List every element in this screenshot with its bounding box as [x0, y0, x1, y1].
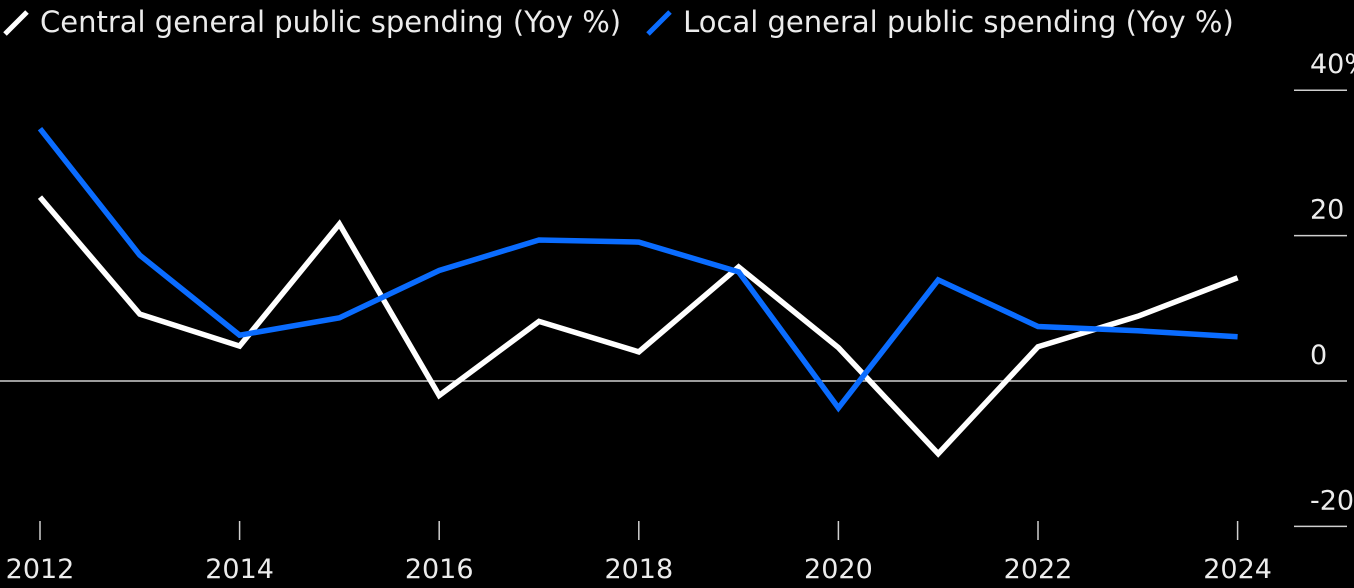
series-lines [37, 126, 1239, 458]
x-axis: 2012 2014 2016 2018 2020 2022 2024 [6, 521, 1272, 585]
y-tick-label: 0 [1310, 340, 1327, 371]
x-tick-label: 2014 [205, 554, 274, 585]
x-tick-label: 2012 [6, 554, 75, 585]
x-tick-label: 2020 [804, 554, 873, 585]
legend-item-central[interactable]: Central general public spending (Yoy %) [0, 5, 621, 39]
legend-swatch-local-icon [646, 10, 672, 36]
x-tick-label: 2024 [1203, 554, 1272, 585]
series-line-central [37, 195, 1239, 458]
series-line-local [37, 126, 1238, 413]
y-axis: 40% 20 0 -20 [0, 49, 1354, 528]
y-tick-label: 40% [1310, 49, 1354, 80]
legend: Central general public spending (Yoy %) … [0, 2, 1256, 42]
legend-label-central: Central general public spending (Yoy %) [40, 5, 622, 39]
x-tick-label: 2018 [604, 554, 673, 585]
legend-swatch-central-icon [3, 10, 29, 36]
y-tick-label: 20 [1310, 195, 1344, 226]
x-tick-label: 2016 [405, 554, 474, 585]
x-tick-label: 2022 [1004, 554, 1073, 585]
y-tick-label: -20 [1310, 485, 1354, 516]
legend-label-local: Local general public spending (Yoy %) [683, 5, 1234, 39]
legend-item-local[interactable]: Local general public spending (Yoy %) [643, 5, 1234, 39]
